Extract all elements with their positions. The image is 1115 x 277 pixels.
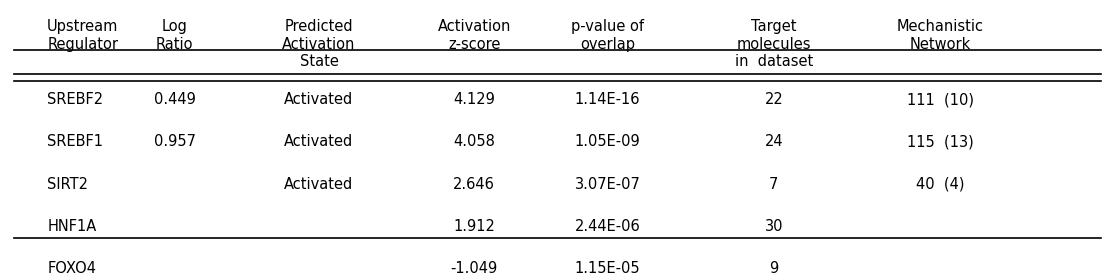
Text: 2.646: 2.646	[454, 177, 495, 192]
Text: HNF1A: HNF1A	[47, 219, 96, 234]
Text: 115  (13): 115 (13)	[906, 134, 973, 150]
Text: -1.049: -1.049	[450, 261, 498, 276]
Text: Upstream
Regulator: Upstream Regulator	[47, 19, 118, 52]
Text: 0.957: 0.957	[154, 134, 196, 150]
Text: 1.912: 1.912	[454, 219, 495, 234]
Text: 9: 9	[769, 261, 778, 276]
Text: 1.14E-16: 1.14E-16	[574, 92, 640, 107]
Text: 40  (4): 40 (4)	[917, 177, 964, 192]
Text: 3.07E-07: 3.07E-07	[574, 177, 640, 192]
Text: 22: 22	[765, 92, 783, 107]
Text: Mechanistic
Network: Mechanistic Network	[896, 19, 983, 52]
Text: Log
Ratio: Log Ratio	[156, 19, 194, 52]
Text: Activated: Activated	[284, 92, 353, 107]
Text: SREBF2: SREBF2	[47, 92, 104, 107]
Text: 24: 24	[765, 134, 783, 150]
Text: SREBF1: SREBF1	[47, 134, 104, 150]
Text: p-value of
overlap: p-value of overlap	[571, 19, 644, 52]
Text: 30: 30	[765, 219, 783, 234]
Text: 2.44E-06: 2.44E-06	[574, 219, 640, 234]
Text: FOXO4: FOXO4	[47, 261, 96, 276]
Text: 111  (10): 111 (10)	[906, 92, 973, 107]
Text: 0.449: 0.449	[154, 92, 195, 107]
Text: SIRT2: SIRT2	[47, 177, 88, 192]
Text: Activated: Activated	[284, 177, 353, 192]
Text: Activation
z-score: Activation z-score	[437, 19, 511, 52]
Text: 4.058: 4.058	[454, 134, 495, 150]
Text: 1.15E-05: 1.15E-05	[574, 261, 640, 276]
Text: 1.05E-09: 1.05E-09	[574, 134, 640, 150]
Text: 7: 7	[769, 177, 778, 192]
Text: 4.129: 4.129	[454, 92, 495, 107]
Text: Target
molecules
in  dataset: Target molecules in dataset	[735, 19, 813, 69]
Text: Activated: Activated	[284, 134, 353, 150]
Text: Predicted
Activation
State: Predicted Activation State	[282, 19, 356, 69]
